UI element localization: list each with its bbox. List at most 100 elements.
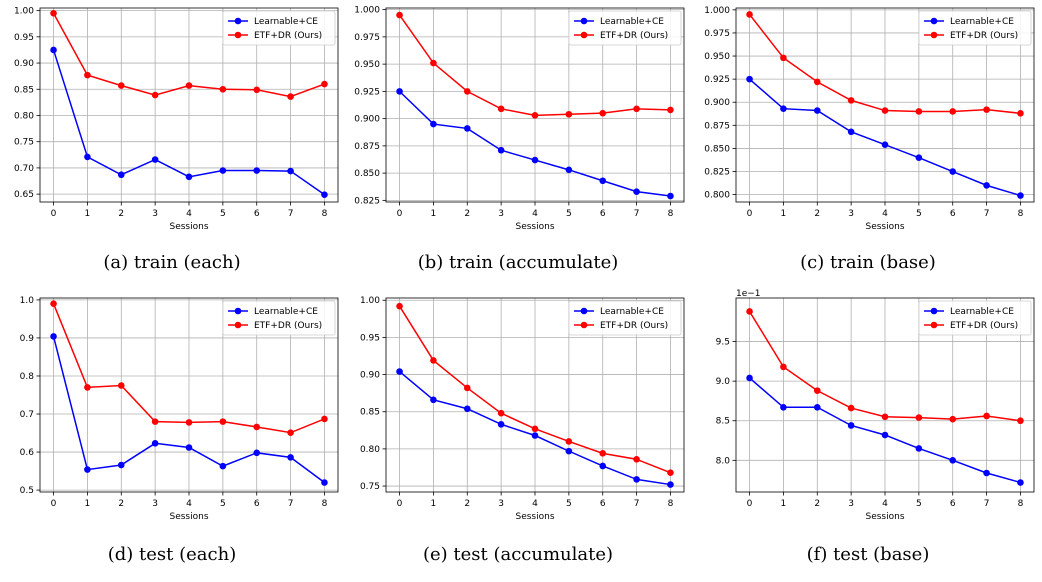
data-point [949,168,957,175]
legend-label: Learnable+CE [950,307,1014,317]
data-point [847,128,855,136]
data-point [151,440,159,447]
y-tick-label: 1.000 [704,6,730,16]
data-point [117,171,125,179]
y-tick-label: 1.000 [354,6,380,16]
data-point [50,300,57,308]
x-tick-label: 2 [814,499,820,509]
y-tick-label: 1.00 [360,296,380,306]
data-point [117,461,125,469]
data-point [219,85,227,93]
data-point [497,105,505,113]
x-tick-label: 8 [322,499,328,509]
data-point [219,418,227,425]
data-point [497,146,505,154]
x-tick-label: 8 [668,209,674,219]
legend: Learnable+CE ETF+DR (Ours) [222,10,336,46]
legend-marker [234,17,242,25]
x-tick-label: 1 [431,499,437,509]
data-point [599,177,607,185]
legend-label: ETF+DR (Ours) [254,31,322,41]
x-axis-title: Sessions [865,512,904,522]
data-point [185,82,193,89]
chart-caption-f: (f) test (base) [806,544,930,565]
data-point [430,396,437,404]
data-point [321,191,328,198]
legend-marker [580,31,588,39]
y-tick-label: 9.5 [716,338,730,348]
legend: Learnable+CE ETF+DR (Ours) [918,300,1032,336]
data-point [185,419,193,426]
data-point [847,97,855,104]
data-point [117,382,125,389]
data-point [1017,110,1024,117]
legend: Learnable+CE ETF+DR (Ours) [222,300,336,336]
data-point [463,88,471,95]
data-point [151,156,159,163]
x-tick-label: 4 [186,499,192,509]
x-tick-label: 7 [634,209,640,219]
data-point [84,384,91,391]
x-tick-label: 0 [51,499,57,509]
data-point [983,182,990,189]
x-tick-label: 0 [51,209,57,219]
chart-caption-a: (a) train (each) [103,252,241,273]
x-tick-label: 4 [532,209,538,219]
data-point [881,413,889,421]
data-point [117,82,125,89]
legend-label: Learnable+CE [254,17,318,27]
data-point [881,431,889,439]
y-tick-label: 0.975 [354,33,380,43]
data-point [780,54,787,62]
data-point [287,167,294,175]
data-point [287,93,294,100]
legend-marker [930,17,938,25]
y-tick-label: 1.0 [20,296,35,306]
data-point [915,108,923,115]
x-tick-label: 2 [464,209,470,219]
x-tick-label: 0 [747,499,753,509]
x-tick-label: 0 [397,499,403,509]
y-tick-label: 0.5 [20,486,34,496]
line-chart-f: 0 1 2 3 4 5 6 7 8 8.0 8.5 9.0 9.5 1e−1 Sessions Learnab… [716,289,1035,522]
data-point [219,167,227,174]
y-tick-label: 0.7 [20,410,34,420]
y-tick-label: 0.65 [14,190,34,200]
data-point [531,112,539,119]
x-tick-label: 1 [85,499,91,509]
x-tick-label: 6 [600,209,606,219]
legend: Learnable+CE ETF+DR (Ours) [568,300,682,336]
data-point [813,107,821,114]
data-point [84,71,91,79]
data-point [667,481,674,488]
x-tick-label: 5 [220,209,226,219]
data-point [633,188,640,195]
x-axis-title: Sessions [865,222,904,232]
y-tick-label: 0.850 [704,144,730,154]
legend-label: ETF+DR (Ours) [950,31,1018,41]
data-point [185,444,193,451]
x-tick-label: 3 [498,499,504,509]
data-point [780,105,787,112]
data-point [531,432,539,439]
data-point [396,11,403,19]
chart-caption-e: (e) test (accumulate) [422,544,614,565]
data-point [1017,192,1024,199]
x-tick-label: 4 [186,209,192,219]
data-point [847,404,855,412]
y-tick-label: 0.800 [704,191,730,201]
y-tick-label: 0.875 [354,142,380,152]
legend-marker [580,321,588,329]
data-point [50,333,57,340]
data-point [746,374,753,382]
line-chart-a: 0 1 2 3 4 5 6 7 8 0.65 0.70 0.75 0.80 0.85 0.90 0.95 1.0… [14,7,339,232]
data-point [253,449,261,457]
x-tick-label: 1 [85,209,91,219]
y-tick-label: 8.5 [716,417,730,427]
y-tick-label: 9.0 [716,377,731,387]
x-tick-label: 4 [532,499,538,509]
data-point [667,106,674,114]
x-tick-label: 1 [781,499,787,509]
y-tick-label: 0.95 [14,33,34,43]
data-point [1017,417,1024,425]
